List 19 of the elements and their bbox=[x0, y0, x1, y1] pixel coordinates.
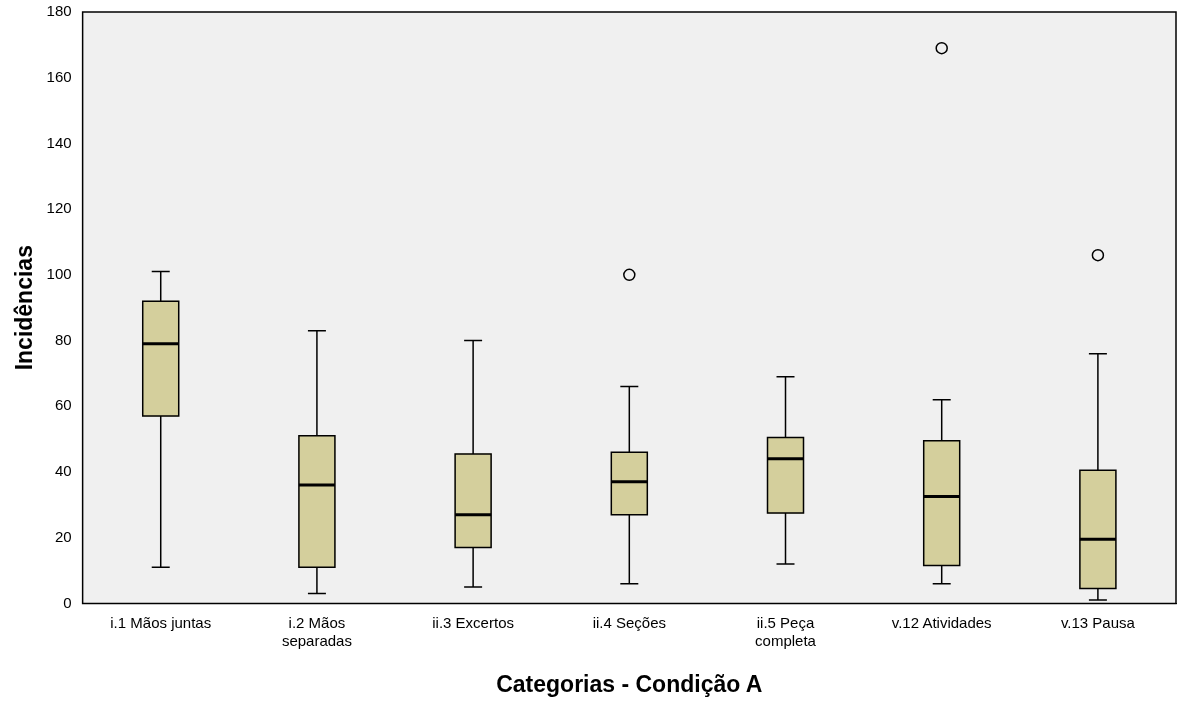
y-tick-label: 20 bbox=[54, 527, 72, 545]
y-tick-label: 160 bbox=[46, 67, 72, 85]
x-tick-label: ii.5 Peça completa bbox=[755, 613, 817, 649]
x-tick-label: v.12 Atividades bbox=[891, 613, 992, 631]
x-tick-label: v.13 Pausa bbox=[1060, 613, 1136, 631]
y-tick-label: 120 bbox=[46, 199, 72, 217]
x-tick-label: ii.3 Excertos bbox=[432, 613, 514, 631]
y-tick-label: 80 bbox=[54, 330, 72, 348]
y-tick-label: 60 bbox=[54, 396, 72, 414]
x-tick-label: ii.4 Seções bbox=[592, 613, 666, 631]
y-axis-title: Incidências bbox=[11, 245, 38, 371]
y-tick-label: 180 bbox=[46, 2, 72, 20]
y-tick-label: 140 bbox=[46, 133, 72, 151]
x-tick-label: i.1 Mãos juntas bbox=[110, 613, 212, 631]
y-tick-label: 0 bbox=[63, 593, 72, 611]
y-tick-label: 40 bbox=[54, 462, 72, 480]
x-axis-title: Categorias - Condição A bbox=[496, 670, 763, 697]
x-tick-label: i.2 Mãos separadas bbox=[281, 613, 352, 649]
y-tick-label: 100 bbox=[46, 264, 72, 282]
